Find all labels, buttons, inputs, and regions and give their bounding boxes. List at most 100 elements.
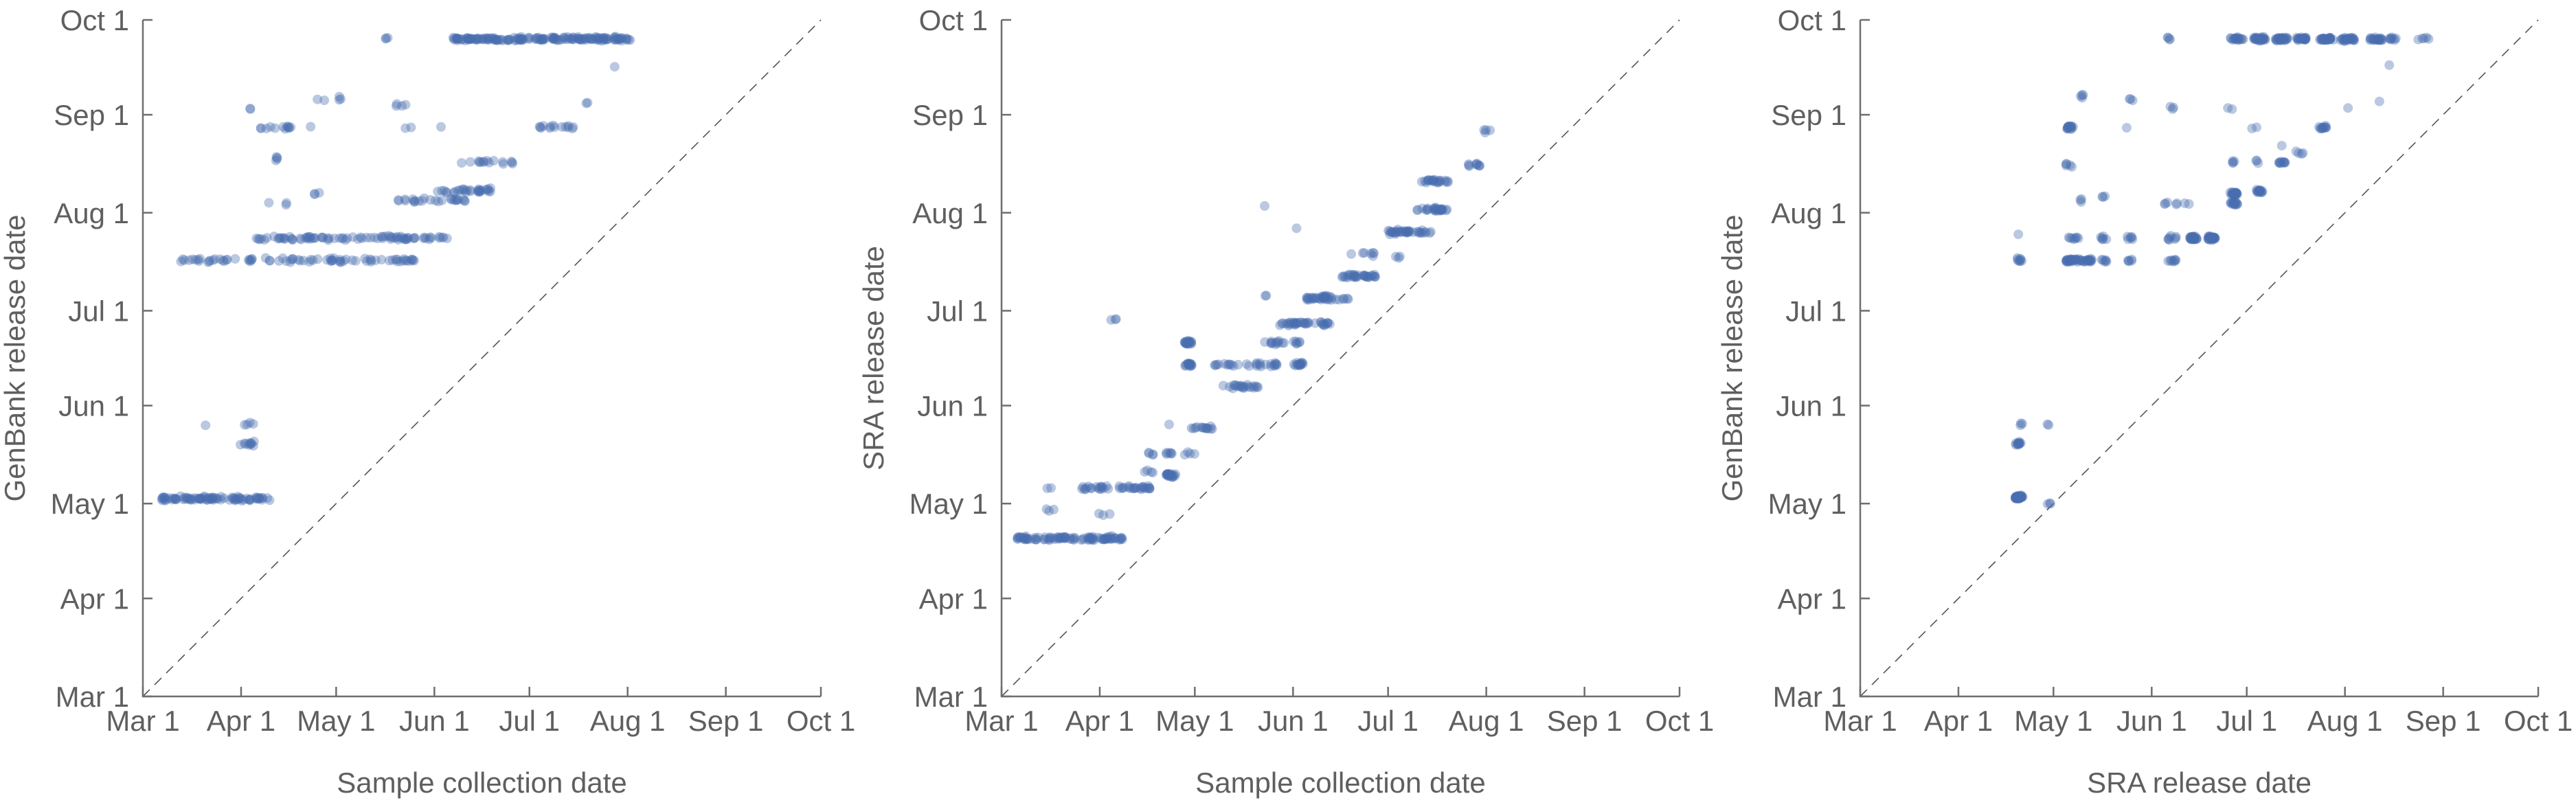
data-point bbox=[392, 254, 403, 264]
data-point bbox=[473, 33, 483, 43]
data-point bbox=[2046, 499, 2055, 509]
data-point bbox=[2066, 255, 2076, 266]
data-point bbox=[159, 495, 170, 505]
data-point bbox=[1085, 533, 1095, 543]
data-point bbox=[1345, 269, 1355, 280]
data-point bbox=[1083, 481, 1094, 492]
data-point bbox=[1094, 484, 1105, 495]
data-point bbox=[1299, 318, 1309, 328]
data-point bbox=[476, 185, 486, 196]
data-point bbox=[624, 34, 633, 45]
data-point bbox=[246, 438, 256, 448]
data-point bbox=[400, 123, 411, 133]
data-point bbox=[1181, 339, 1191, 349]
data-point bbox=[327, 255, 337, 265]
data-point bbox=[1179, 338, 1190, 348]
data-point bbox=[1163, 469, 1173, 479]
data-point bbox=[334, 95, 344, 105]
data-point bbox=[1127, 483, 1138, 493]
data-point bbox=[1391, 227, 1401, 237]
data-point bbox=[272, 154, 282, 164]
data-point bbox=[308, 255, 318, 265]
data-point bbox=[2291, 146, 2301, 157]
data-point bbox=[1301, 319, 1311, 329]
data-point bbox=[313, 254, 323, 264]
data-point bbox=[460, 196, 470, 206]
data-point bbox=[2301, 34, 2311, 45]
data-point bbox=[2299, 34, 2309, 44]
data-point bbox=[588, 34, 598, 44]
data-point bbox=[1423, 175, 1434, 185]
data-point bbox=[498, 35, 508, 45]
data-point bbox=[2187, 231, 2197, 242]
data-point bbox=[1092, 481, 1102, 492]
data-point bbox=[2229, 188, 2239, 198]
data-point bbox=[1291, 358, 1302, 368]
data-point bbox=[350, 255, 361, 266]
data-point bbox=[251, 494, 261, 504]
data-point bbox=[1270, 339, 1280, 350]
data-point bbox=[2045, 498, 2055, 508]
data-point bbox=[1255, 358, 1265, 368]
data-point bbox=[507, 157, 517, 168]
data-point bbox=[1428, 175, 1438, 185]
data-point bbox=[1110, 534, 1120, 544]
data-point bbox=[2365, 35, 2375, 45]
data-point bbox=[1438, 204, 1448, 214]
data-point bbox=[2338, 34, 2347, 44]
data-point bbox=[1270, 358, 1280, 368]
data-point bbox=[387, 255, 398, 265]
data-point bbox=[207, 493, 218, 503]
data-point bbox=[360, 253, 370, 264]
data-point bbox=[198, 493, 207, 503]
data-point bbox=[270, 123, 280, 133]
data-point bbox=[1348, 269, 1359, 280]
data-point bbox=[1192, 422, 1202, 432]
data-point bbox=[1184, 361, 1195, 372]
data-point bbox=[2318, 34, 2328, 44]
data-point bbox=[574, 32, 583, 42]
data-point bbox=[1087, 534, 1098, 545]
data-point bbox=[482, 156, 492, 166]
data-point bbox=[1162, 449, 1172, 459]
data-point bbox=[2206, 234, 2216, 244]
data-point bbox=[322, 234, 332, 244]
data-point bbox=[2281, 34, 2292, 44]
data-point bbox=[1015, 532, 1025, 543]
data-point bbox=[1349, 272, 1359, 282]
data-point bbox=[2015, 418, 2026, 429]
data-point bbox=[178, 254, 188, 264]
data-point bbox=[1206, 421, 1216, 431]
data-point bbox=[1434, 176, 1444, 185]
data-point bbox=[293, 255, 304, 265]
data-point bbox=[2061, 257, 2072, 267]
data-point bbox=[2251, 34, 2261, 44]
x-tick-label: Jun 1 bbox=[2116, 705, 2187, 737]
data-point bbox=[2295, 34, 2305, 43]
data-point bbox=[1087, 534, 1097, 545]
data-point bbox=[1136, 484, 1146, 495]
data-point bbox=[2339, 35, 2349, 45]
data-point bbox=[1124, 482, 1134, 492]
data-point bbox=[2189, 234, 2200, 245]
data-point bbox=[441, 187, 451, 198]
data-point bbox=[473, 34, 484, 45]
data-point bbox=[2064, 255, 2074, 266]
data-point bbox=[391, 254, 401, 264]
data-point bbox=[1383, 225, 1394, 236]
data-point bbox=[1295, 359, 1305, 369]
data-point bbox=[581, 35, 591, 45]
data-point bbox=[1046, 532, 1055, 543]
data-point bbox=[2315, 34, 2325, 45]
data-point bbox=[2203, 231, 2213, 242]
data-point bbox=[1366, 271, 1376, 281]
data-point bbox=[1442, 205, 1452, 214]
data-point bbox=[2164, 235, 2174, 245]
data-point bbox=[2230, 197, 2241, 207]
data-point bbox=[310, 233, 320, 243]
data-point bbox=[1084, 533, 1094, 543]
data-point bbox=[1303, 317, 1313, 328]
data-point bbox=[1369, 271, 1379, 282]
x-tick-label: Sep 1 bbox=[2406, 705, 2481, 737]
data-point bbox=[1182, 359, 1192, 370]
